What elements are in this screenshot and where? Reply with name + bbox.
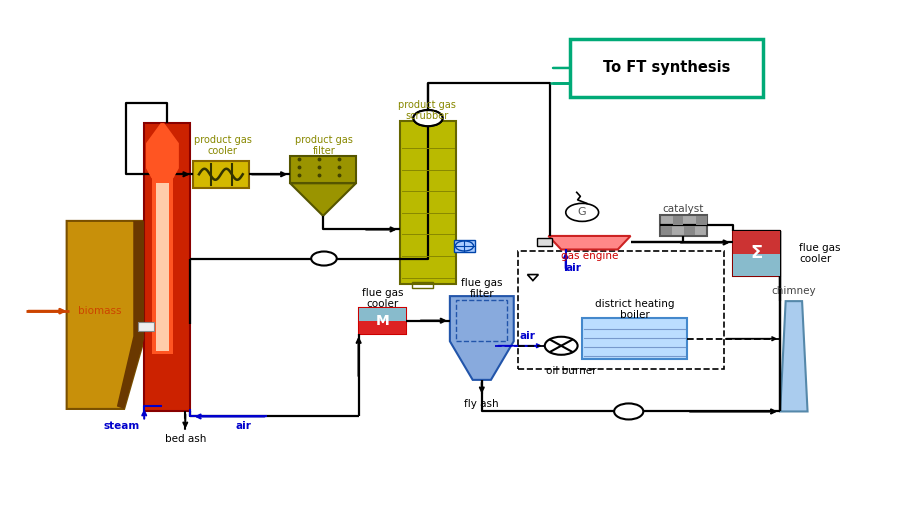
FancyBboxPatch shape: [733, 231, 780, 276]
Circle shape: [544, 337, 577, 355]
FancyBboxPatch shape: [144, 123, 190, 412]
FancyBboxPatch shape: [359, 321, 406, 334]
Text: fly ash: fly ash: [465, 399, 499, 409]
Polygon shape: [780, 301, 808, 412]
FancyBboxPatch shape: [733, 231, 780, 254]
Circle shape: [565, 203, 599, 222]
Text: M: M: [375, 314, 389, 328]
FancyBboxPatch shape: [399, 121, 456, 283]
Text: air: air: [565, 263, 582, 273]
Text: catalyst: catalyst: [663, 204, 704, 214]
FancyBboxPatch shape: [537, 238, 552, 246]
FancyBboxPatch shape: [661, 226, 672, 235]
FancyBboxPatch shape: [660, 215, 707, 236]
Polygon shape: [290, 184, 356, 216]
Text: Σ: Σ: [750, 244, 763, 263]
Text: air: air: [520, 331, 535, 341]
FancyBboxPatch shape: [673, 216, 684, 226]
FancyBboxPatch shape: [193, 161, 249, 188]
FancyBboxPatch shape: [151, 178, 174, 354]
Text: product gas
scrubber: product gas scrubber: [398, 100, 456, 121]
FancyBboxPatch shape: [733, 254, 780, 276]
Circle shape: [413, 110, 442, 126]
Text: flue gas
cooler: flue gas cooler: [800, 243, 841, 264]
Circle shape: [311, 251, 337, 266]
FancyBboxPatch shape: [359, 308, 406, 334]
Polygon shape: [117, 221, 144, 409]
Polygon shape: [548, 236, 631, 249]
FancyBboxPatch shape: [138, 322, 154, 331]
Text: biomass: biomass: [78, 306, 121, 316]
FancyBboxPatch shape: [685, 226, 695, 235]
Text: product gas
cooler: product gas cooler: [194, 135, 252, 157]
Text: chimney: chimney: [771, 286, 816, 296]
FancyBboxPatch shape: [359, 308, 406, 321]
Text: air: air: [235, 421, 252, 431]
Text: To FT synthesis: To FT synthesis: [603, 60, 730, 76]
FancyBboxPatch shape: [582, 318, 687, 359]
Polygon shape: [67, 221, 144, 409]
Text: flue gas
cooler: flue gas cooler: [362, 288, 403, 309]
Circle shape: [413, 110, 442, 126]
Polygon shape: [528, 275, 538, 280]
FancyBboxPatch shape: [696, 216, 707, 226]
Circle shape: [614, 404, 644, 419]
FancyBboxPatch shape: [570, 39, 763, 97]
Text: gas engine: gas engine: [561, 251, 618, 261]
FancyBboxPatch shape: [156, 184, 169, 351]
Polygon shape: [450, 296, 514, 380]
Text: steam: steam: [103, 421, 140, 431]
Polygon shape: [146, 123, 179, 178]
Text: oil burner: oil burner: [546, 366, 597, 376]
FancyBboxPatch shape: [454, 240, 475, 252]
Text: product gas
filter: product gas filter: [295, 135, 353, 157]
Text: G: G: [577, 207, 587, 217]
Text: flue gas
filter: flue gas filter: [461, 278, 502, 300]
FancyBboxPatch shape: [290, 156, 356, 184]
Text: bed ash: bed ash: [164, 434, 206, 444]
Text: district heating
boiler: district heating boiler: [596, 299, 675, 320]
